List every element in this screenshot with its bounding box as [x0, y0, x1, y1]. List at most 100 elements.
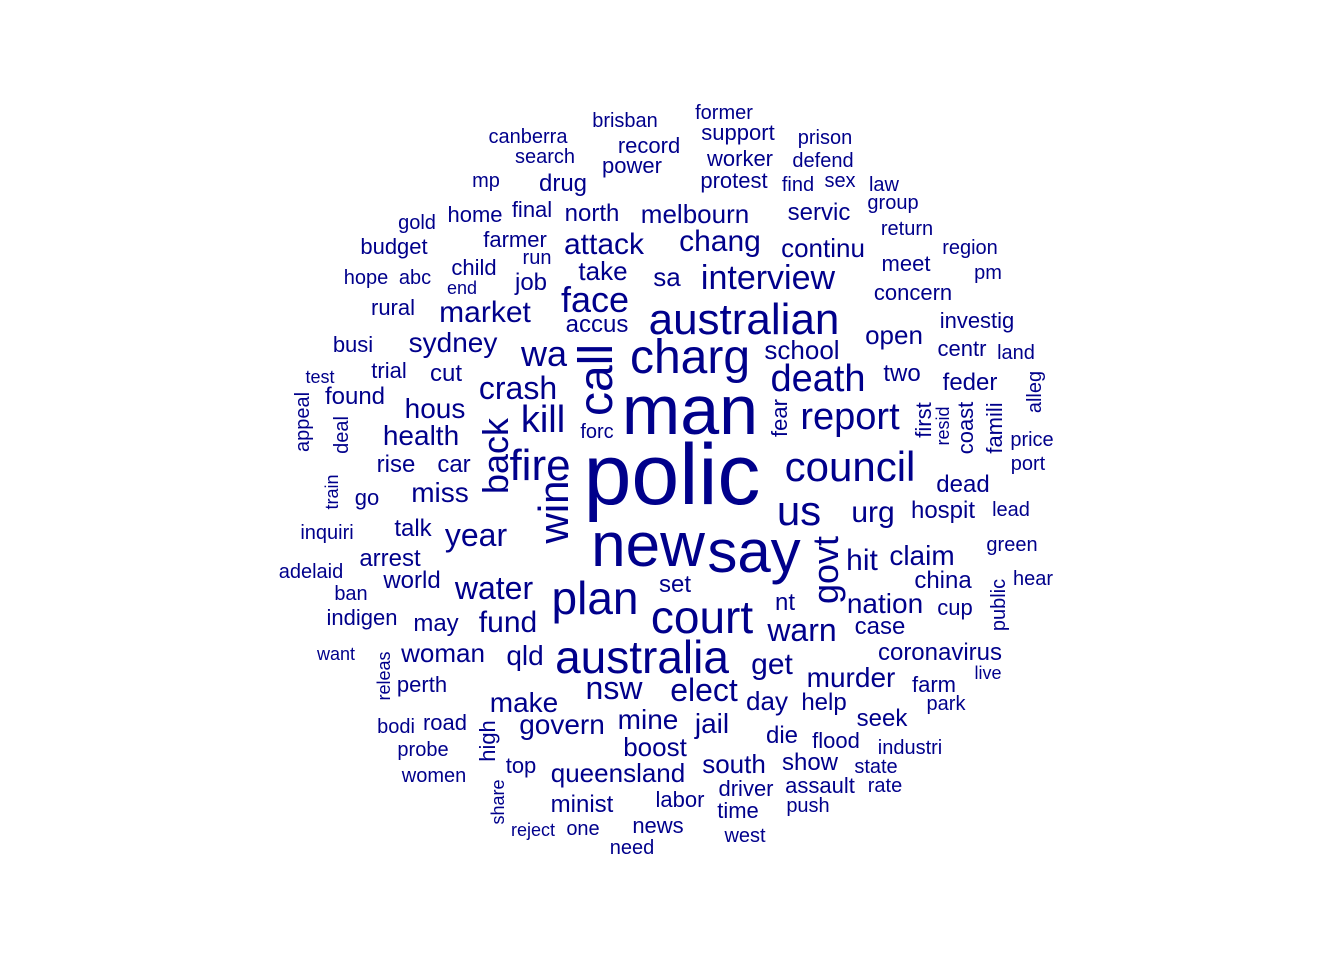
word-face: face — [560, 279, 630, 320]
word-nsw: nsw — [585, 670, 643, 706]
word-jail: jail — [694, 708, 730, 739]
word-rate: rate — [867, 775, 903, 797]
word-seek: seek — [856, 705, 908, 732]
word-first: first — [911, 402, 936, 438]
word-need: need — [609, 837, 655, 859]
word-alleg: alleg — [1024, 370, 1046, 414]
word-centr: centr — [937, 336, 987, 361]
word-take: take — [578, 256, 628, 286]
word-gold: gold — [398, 212, 436, 234]
word-former: former — [695, 102, 753, 124]
word-mine: mine — [617, 704, 679, 735]
word-back: back — [475, 417, 516, 495]
word-help: help — [801, 689, 847, 716]
word-minist: minist — [550, 791, 614, 818]
word-forc: forc — [580, 421, 614, 443]
word-polic: polic — [583, 427, 761, 523]
word-sex: sex — [824, 170, 856, 192]
word-dead: dead — [936, 471, 990, 498]
word-woman: woman — [401, 638, 485, 668]
word-investig: investig — [939, 308, 1015, 333]
word-elect: elect — [670, 672, 738, 708]
word-man: man — [621, 371, 759, 449]
word-nt: nt — [774, 589, 796, 616]
word-state: state — [854, 756, 898, 778]
word-port: port — [1010, 453, 1046, 475]
word-busi: busi — [332, 332, 374, 357]
word-may: may — [413, 610, 459, 637]
word-boost: boost — [623, 732, 687, 762]
word-claim: claim — [889, 540, 955, 571]
word-urg: urg — [851, 496, 895, 529]
word-pm: pm — [974, 262, 1002, 284]
word-murder: murder — [806, 662, 896, 693]
word-australian: australian — [648, 295, 840, 344]
word-cup: cup — [937, 595, 973, 620]
word-trial: trial — [371, 358, 407, 383]
word-appeal: appeal — [292, 391, 314, 453]
word-year: year — [444, 517, 508, 553]
word-one: one — [566, 818, 600, 840]
word-interview: interview — [700, 259, 836, 297]
word-north: north — [564, 200, 620, 227]
word-continu: continu — [781, 233, 865, 263]
word-protest: protest — [700, 168, 768, 193]
word-budget: budget — [360, 234, 428, 259]
word-make: make — [489, 687, 559, 718]
word-reject: reject — [510, 820, 556, 840]
word-sydney: sydney — [408, 327, 498, 358]
word-charg: charg — [629, 331, 751, 384]
word-job: job — [514, 269, 548, 296]
word-region: region — [942, 237, 998, 259]
word-search: search — [514, 146, 576, 168]
word-hous: hous — [404, 393, 466, 424]
word-park: park — [926, 693, 966, 715]
word-end: end — [446, 278, 478, 298]
word-time: time — [717, 798, 759, 823]
word-new: new — [591, 511, 705, 580]
word-coast: coast — [953, 401, 978, 455]
word-inquiri: inquiri — [300, 522, 354, 544]
word-return: return — [880, 218, 934, 240]
word-find: find — [781, 174, 815, 196]
word-share: share — [488, 779, 508, 825]
word-lead: lead — [992, 499, 1030, 521]
word-us: us — [776, 487, 822, 534]
word-high: high — [475, 720, 500, 762]
word-warn: warn — [767, 612, 837, 648]
word-test: test — [305, 367, 335, 387]
word-bodi: bodi — [377, 716, 415, 738]
word-servic: servic — [787, 199, 851, 226]
word-health: health — [382, 420, 460, 451]
word-power: power — [602, 153, 662, 178]
word-canberra: canberra — [488, 126, 568, 148]
word-want: want — [316, 644, 356, 664]
word-talk: talk — [394, 515, 432, 542]
word-australia: australia — [555, 631, 729, 683]
word-news: news — [632, 813, 684, 838]
word-rural: rural — [370, 295, 416, 320]
word-perth: perth — [396, 672, 448, 697]
word-nation: nation — [846, 588, 924, 619]
word-court: court — [650, 591, 754, 643]
word-get: get — [751, 648, 793, 681]
word-found: found — [324, 383, 386, 410]
word-report: report — [800, 396, 900, 438]
word-water: water — [454, 570, 534, 606]
word-coronavirus: coronavirus — [877, 639, 1003, 666]
word-record: record — [617, 133, 681, 158]
word-die: die — [765, 722, 799, 749]
word-run: run — [522, 247, 552, 269]
word-famili: famili — [982, 402, 1007, 454]
word-women: women — [401, 765, 467, 787]
word-live: live — [974, 663, 1002, 683]
word-school: school — [764, 335, 840, 365]
word-probe: probe — [397, 739, 449, 761]
word-west: west — [724, 825, 766, 847]
word-prison: prison — [797, 127, 853, 149]
word-win: win — [530, 480, 577, 544]
word-mp: mp — [472, 170, 500, 192]
word-miss: miss — [411, 477, 469, 508]
word-public: public — [988, 578, 1010, 632]
